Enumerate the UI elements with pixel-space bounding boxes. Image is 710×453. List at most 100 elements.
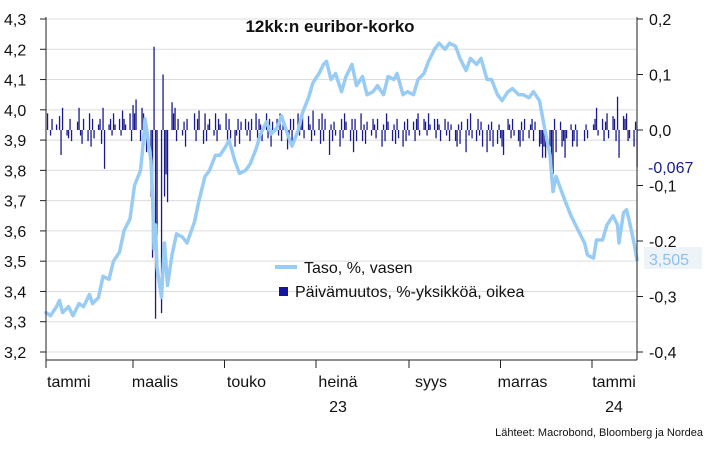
change-bar	[121, 110, 124, 130]
change-bar	[51, 118, 53, 130]
change-bar	[139, 130, 142, 142]
change-bar	[475, 130, 478, 142]
change-bar	[166, 130, 169, 203]
change-bar	[246, 130, 248, 136]
change-bar	[523, 118, 526, 130]
change-bar	[543, 130, 545, 147]
change-bar	[351, 118, 353, 130]
change-bar	[61, 107, 64, 130]
change-bar	[448, 130, 451, 142]
y-left-tick-label: 3,7	[4, 194, 26, 211]
change-bar	[436, 118, 439, 130]
change-bar	[445, 130, 448, 136]
change-bar	[160, 130, 163, 314]
change-bar	[481, 130, 484, 147]
change-bar	[522, 130, 524, 142]
change-bar	[415, 118, 418, 130]
change-bar	[271, 121, 274, 130]
change-bar	[496, 130, 499, 144]
change-bar	[70, 130, 73, 142]
change-bar	[594, 118, 596, 130]
change-bar	[100, 130, 103, 144]
change-bar	[204, 113, 206, 130]
change-bar	[259, 124, 262, 130]
change-bar	[433, 118, 436, 130]
change-bar	[616, 96, 619, 130]
y-left-tick-label: 4,0	[4, 103, 26, 120]
change-bar	[162, 74, 164, 130]
change-bar	[195, 130, 197, 142]
change-bar	[66, 130, 68, 136]
change-bar	[544, 130, 547, 158]
change-bar	[531, 118, 533, 130]
change-bar	[339, 130, 341, 147]
daily-change-bars	[46, 46, 638, 319]
change-bar	[439, 130, 442, 142]
change-bar	[87, 130, 89, 142]
change-bar	[81, 130, 83, 144]
grid-lines	[46, 18, 637, 353]
change-bar	[225, 113, 227, 130]
change-bar	[55, 124, 58, 130]
change-bar	[238, 130, 241, 144]
change-bar	[69, 118, 71, 130]
change-bar	[330, 124, 332, 130]
change-bar	[213, 130, 215, 136]
legend: Taso, %, vasen Päivämuutos, %-yksikköä, …	[275, 260, 525, 301]
change-bar	[562, 130, 565, 142]
change-bar	[111, 130, 113, 136]
change-bar	[534, 121, 536, 130]
change-bar	[240, 121, 242, 130]
change-bar	[174, 107, 176, 130]
change-bar	[417, 113, 419, 130]
change-bar	[183, 121, 185, 130]
change-bar	[627, 130, 629, 142]
change-bar	[214, 113, 217, 130]
change-bar	[130, 130, 133, 142]
y-left-tick-label: 4,3	[4, 12, 26, 29]
end-value-level: 3,505	[649, 252, 689, 269]
change-bar	[402, 130, 404, 147]
change-bar	[460, 121, 463, 130]
change-bar	[376, 118, 379, 130]
change-bar	[193, 113, 196, 130]
change-bar	[576, 130, 578, 147]
y-left-tick-label: 3,8	[4, 163, 26, 180]
change-bar	[129, 113, 131, 130]
change-bar	[352, 130, 355, 153]
source-note: Lähteet: Macrobond, Bloomberg ja Nordea	[495, 427, 704, 439]
change-bar	[76, 121, 79, 130]
change-bar	[361, 130, 364, 142]
change-bar	[153, 46, 155, 130]
change-bar	[216, 130, 218, 142]
change-bar	[256, 130, 259, 139]
change-bar	[250, 118, 253, 130]
change-bar	[301, 113, 304, 130]
change-bar	[412, 121, 415, 130]
change-bar	[363, 124, 365, 130]
change-bar	[270, 130, 272, 147]
change-bar	[82, 118, 85, 130]
change-bar	[205, 130, 208, 142]
change-bar	[480, 121, 482, 130]
change-bar	[261, 130, 263, 142]
change-bar	[355, 130, 358, 142]
y-left-tick-label: 3,5	[4, 254, 26, 271]
change-bar	[235, 130, 238, 136]
change-bar	[385, 113, 388, 130]
change-bar	[397, 130, 400, 139]
change-bar	[561, 130, 563, 147]
change-bar	[529, 124, 532, 130]
change-bar	[603, 130, 605, 142]
change-bar	[459, 130, 461, 144]
change-bar	[234, 130, 236, 147]
change-bar	[322, 130, 325, 142]
change-bar	[604, 121, 607, 130]
change-bar	[120, 130, 122, 136]
change-bar	[550, 130, 553, 164]
change-bar	[354, 118, 356, 130]
change-bar	[328, 130, 331, 155]
change-bar	[196, 118, 199, 130]
y-right-tick-label: 0,2	[649, 12, 671, 29]
change-bar	[574, 124, 577, 130]
